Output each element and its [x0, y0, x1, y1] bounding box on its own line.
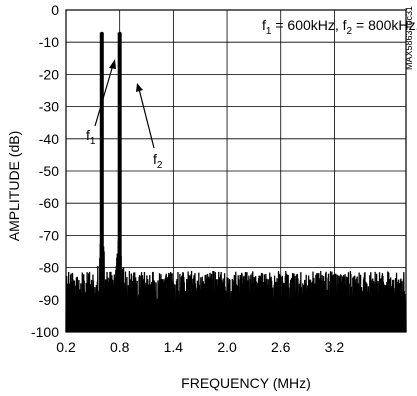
x-tick-label: 2.6	[271, 339, 291, 355]
y-axis-title: AMPLITUDE (dB)	[6, 131, 22, 241]
y-tick-label: -10	[39, 34, 59, 50]
x-tick-label: 0.2	[56, 339, 76, 355]
y-tick-label: -80	[39, 260, 59, 276]
y-tick-label: -40	[39, 131, 59, 147]
y-tick-label: 0	[51, 2, 59, 18]
x-tick-label: 1.4	[164, 339, 184, 355]
y-tick-label: -20	[39, 66, 59, 82]
y-tick-label: -30	[39, 99, 59, 115]
y-tick-label: -90	[39, 292, 59, 308]
svg-text:f1: f1	[86, 127, 96, 147]
y-tick-labels: 0 -10 -20 -30 -40 -50 -60 -70 -80 -90 -100	[31, 2, 59, 340]
y-tick-label: -100	[31, 324, 59, 340]
x-tick-label: 3.2	[325, 339, 345, 355]
y-tick-label: -70	[39, 227, 59, 243]
f2-arrowhead	[136, 83, 143, 92]
f1-arrowhead	[109, 59, 116, 69]
spectrum-line	[65, 31, 407, 333]
tone-legend: f1 = 600kHz, f2 = 800kHz, -7dBFS	[262, 17, 417, 37]
spectrum-trace	[65, 31, 407, 333]
plot-frame	[65, 9, 407, 333]
x-tick-label: 2.0	[217, 339, 237, 355]
x-tick-label: 0.8	[110, 339, 130, 355]
tone-label-f1: f1	[86, 59, 116, 147]
x-axis-title: FREQUENCY (MHz)	[181, 375, 311, 391]
y-tick-label: -60	[39, 195, 59, 211]
f2-pointer-arrow	[138, 88, 155, 149]
figure-id: MAX5863 toc31	[404, 6, 414, 70]
y-tick-label: -50	[39, 163, 59, 179]
f1-pointer-arrow	[94, 64, 114, 127]
svg-text:f2: f2	[153, 151, 163, 171]
tone-label-f2: f2	[136, 83, 163, 171]
x-tick-labels: 0.2 0.8 1.4 2.0 2.6 3.2	[56, 339, 344, 355]
